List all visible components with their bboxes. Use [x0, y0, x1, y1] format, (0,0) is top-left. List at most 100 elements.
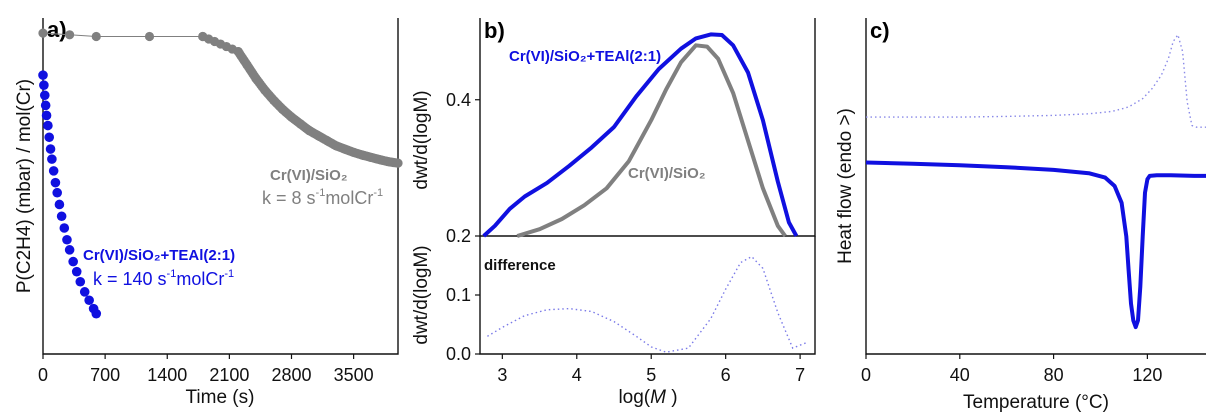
data-point-gray [393, 158, 403, 168]
data-point-gray [313, 131, 323, 141]
data-point-blue [39, 80, 49, 90]
data-point-blue [56, 211, 67, 222]
x-ticks-c: 0 40 80 120 [861, 354, 1162, 385]
x-tick-label-a: 3500 [334, 365, 374, 385]
data-point-blue [79, 287, 90, 297]
axis-frame-a [42, 18, 399, 355]
axis-frame-c [865, 18, 1206, 355]
x-tick-label-a: 2100 [209, 365, 249, 385]
series-line-solid [865, 160, 1206, 330]
data-point-gray [269, 95, 279, 105]
y-axis-label-c: Heat flow (endo >) [835, 108, 856, 264]
series-k-gray: k = 8 s-1molCr-1 [262, 187, 383, 208]
y-tick-label-b-top: 0.4 [446, 90, 471, 110]
data-point-blue [48, 166, 59, 176]
data-point-gray [251, 73, 261, 84]
y-tick-label-b-bottom: 0.1 [446, 285, 471, 305]
data-point-gray [233, 47, 243, 57]
panel-label-a: a) [47, 17, 67, 42]
marks-b-top [482, 32, 799, 238]
annotation-difference: difference [484, 257, 556, 274]
x-ticks-a: 0 700 1400 2100 2800 3500 [38, 354, 374, 385]
y-tick-label-b-top: 0.2 [446, 226, 471, 246]
y-axis-label-a: P(C2H4) (mbar) / mol(Cr) [14, 79, 35, 293]
data-point-blue [47, 154, 57, 164]
data-point-blue [59, 223, 70, 233]
x-tick-label-b: 5 [646, 365, 656, 385]
data-point-gray [260, 85, 270, 95]
data-point-blue [84, 295, 94, 306]
series-line-dotted [866, 33, 1206, 128]
y-axis-label-b-top: dwt/d(logM) [411, 90, 432, 189]
data-point-gray [375, 155, 385, 165]
data-point-blue [41, 110, 52, 121]
y-tick-label-b-bottom: 0.0 [446, 344, 471, 364]
chart-panel-a: a) 0 700 1400 2100 2800 3500 Time (s) P(C2H4)… [14, 17, 403, 408]
y-axis-label-b-bottom: dwt/d(logM) [411, 245, 432, 344]
x-tick-label-b: 3 [497, 365, 507, 385]
x-tick-label-b: 6 [721, 365, 731, 385]
data-point-blue [52, 187, 62, 198]
data-point-blue [75, 276, 86, 287]
data-point-blue [38, 70, 48, 80]
data-point-blue [39, 90, 50, 101]
y-ticks-b-bottom: 0.0 0.1 [446, 285, 480, 364]
data-point-gray [91, 31, 101, 42]
series-line-b-blue [482, 32, 799, 238]
x-axis-label-b: log(M ) [618, 387, 677, 408]
marks-b-bottom [487, 255, 808, 353]
data-point-blue [54, 199, 65, 210]
data-point-gray [295, 119, 305, 129]
x-tick-label-b: 7 [795, 365, 805, 385]
data-point-gray [384, 157, 394, 167]
data-point-gray [198, 31, 208, 42]
data-point-blue [44, 132, 55, 143]
x-axis-label-a: Time (s) [186, 387, 255, 408]
panel-label-c: c) [870, 18, 890, 43]
data-point-gray [366, 152, 376, 163]
chart-panel-b-bottom: 0.0 0.1 3 4 5 6 7 dwt/d(logM) difference log(… [411, 236, 816, 408]
marks-a [38, 28, 403, 319]
series-line-b-gray [516, 43, 787, 238]
x-tick-label-c: 0 [861, 365, 871, 385]
data-point-gray [144, 31, 155, 42]
series-label-gray: Cr(VI)/SiO₂ [270, 167, 348, 184]
data-point-blue [45, 144, 56, 154]
y-ticks-b-top: 0.2 0.4 [446, 90, 480, 246]
data-point-gray [331, 141, 341, 151]
series-label-b-gray: Cr(VI)/SiO₂ [628, 165, 706, 182]
data-point-blue [43, 120, 53, 131]
x-tick-label-c: 120 [1132, 365, 1162, 385]
data-point-blue [64, 245, 75, 255]
data-point-gray [278, 104, 288, 114]
x-tick-label-a: 1400 [147, 365, 187, 385]
data-point-blue [91, 308, 102, 319]
series-line-difference [487, 255, 808, 353]
axis-frame-b-top [479, 18, 816, 237]
series-label-b-blue: Cr(VI)/SiO₂+TEAl(2:1) [509, 48, 661, 65]
data-point-blue [71, 266, 82, 277]
data-point-gray [38, 28, 48, 38]
x-tick-label-b: 4 [572, 365, 582, 385]
data-point-gray [304, 125, 314, 136]
x-ticks-b: 3 4 5 6 7 [497, 354, 805, 385]
series-k-blue: k = 140 s-1molCr-1 [93, 268, 234, 289]
marks-c [865, 33, 1206, 330]
x-tick-label-c: 80 [1044, 365, 1064, 385]
x-axis-label-c: Temperature (°C) [963, 392, 1109, 412]
panel-label-b: b) [484, 18, 505, 43]
data-point-gray [322, 136, 332, 146]
data-point-gray [242, 60, 252, 70]
data-point-gray [349, 147, 359, 157]
data-point-gray [357, 150, 368, 160]
x-tick-label-a: 700 [90, 365, 120, 385]
series-label-blue: Cr(VI)/SiO₂+TEAl(2:1) [83, 247, 235, 264]
series-line-gray [42, 32, 399, 164]
data-point-blue [40, 100, 51, 111]
data-point-gray [286, 112, 297, 122]
x-tick-label-a: 0 [38, 365, 48, 385]
data-point-gray [340, 144, 350, 154]
x-tick-label-a: 2800 [271, 365, 311, 385]
data-point-blue [62, 234, 72, 245]
